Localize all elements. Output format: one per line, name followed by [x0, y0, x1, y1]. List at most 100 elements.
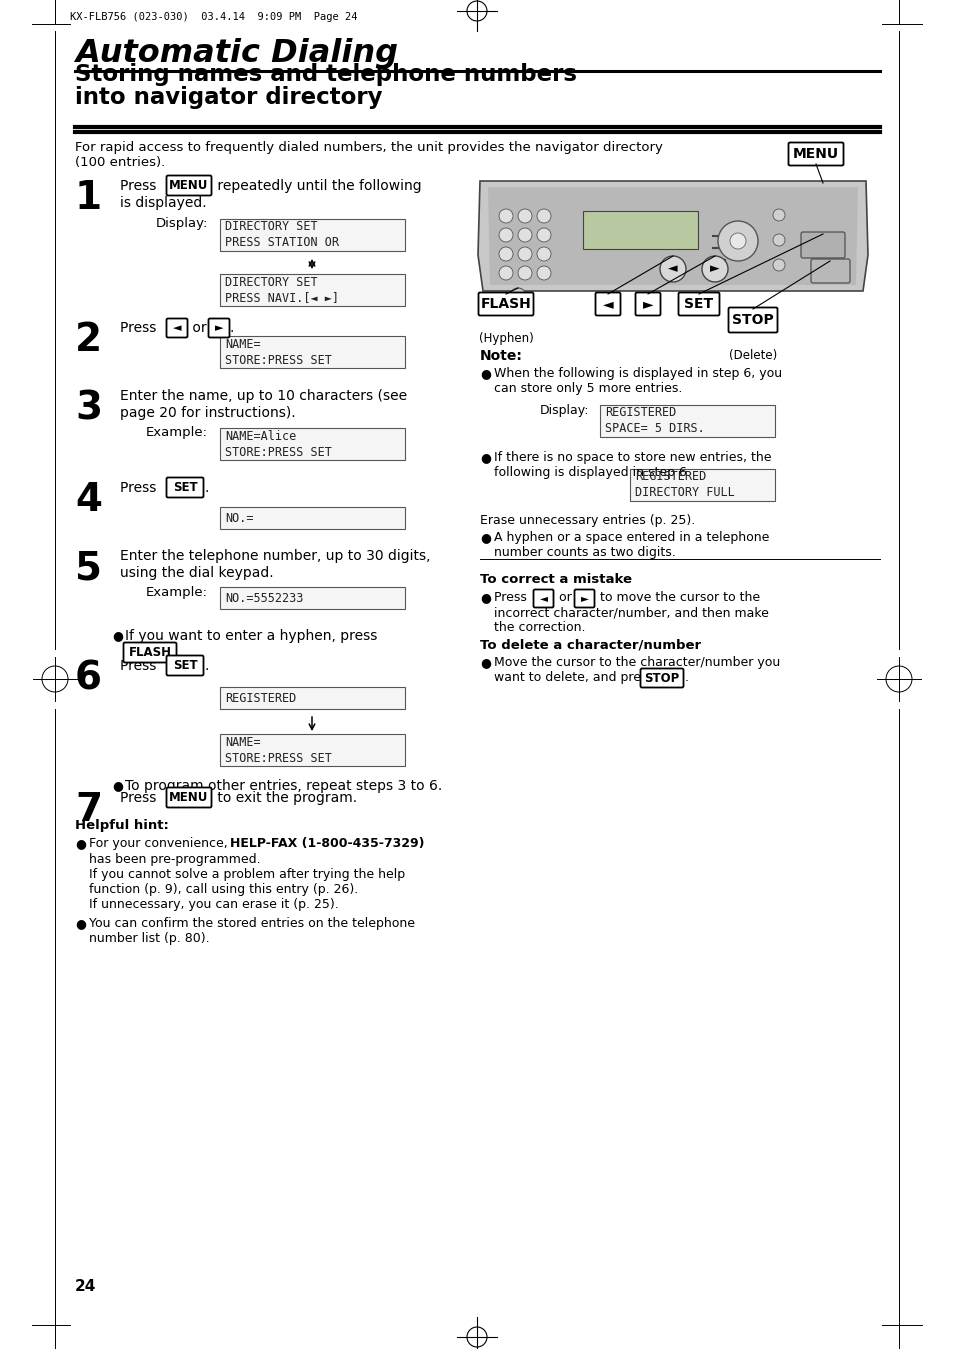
Text: NAME=: NAME=	[225, 337, 260, 351]
Text: 2: 2	[75, 321, 102, 359]
Text: number counts as two digits.: number counts as two digits.	[494, 546, 675, 558]
Text: Automatic Dialing: Automatic Dialing	[75, 38, 397, 69]
Text: ◄: ◄	[172, 322, 181, 333]
Circle shape	[510, 287, 525, 304]
Text: PRESS STATION OR: PRESS STATION OR	[225, 236, 338, 250]
Text: MENU: MENU	[169, 791, 209, 804]
FancyBboxPatch shape	[595, 293, 619, 316]
Text: DIRECTORY SET: DIRECTORY SET	[225, 220, 317, 233]
Text: Press: Press	[494, 591, 530, 604]
Text: (Hyphen): (Hyphen)	[478, 332, 533, 345]
Text: is displayed.: is displayed.	[120, 196, 207, 210]
Text: .: .	[205, 660, 209, 673]
Text: Example:: Example:	[146, 585, 208, 599]
Text: 5: 5	[75, 549, 102, 587]
FancyBboxPatch shape	[167, 318, 188, 337]
Text: or: or	[188, 321, 211, 335]
Text: Helpful hint:: Helpful hint:	[75, 819, 169, 832]
Circle shape	[537, 228, 551, 241]
Text: SET: SET	[172, 482, 197, 494]
Text: Press: Press	[120, 179, 161, 193]
Text: .: .	[178, 649, 182, 662]
Text: To delete a character/number: To delete a character/number	[479, 638, 700, 652]
Circle shape	[498, 228, 513, 241]
Circle shape	[772, 259, 784, 271]
Circle shape	[772, 233, 784, 246]
FancyBboxPatch shape	[533, 590, 553, 607]
Text: FLASH: FLASH	[480, 297, 531, 312]
Text: STORE:PRESS SET: STORE:PRESS SET	[225, 445, 332, 459]
FancyBboxPatch shape	[220, 507, 405, 529]
Text: 1: 1	[75, 179, 102, 217]
Text: Enter the telephone number, up to 30 digits,: Enter the telephone number, up to 30 dig…	[120, 549, 430, 563]
Text: incorrect character/number, and then make: incorrect character/number, and then mak…	[494, 606, 768, 619]
Text: .: .	[205, 482, 209, 495]
Text: ◄: ◄	[667, 263, 677, 275]
Text: STOP: STOP	[731, 313, 773, 326]
Text: Display:: Display:	[155, 217, 208, 229]
Text: You can confirm the stored entries on the telephone: You can confirm the stored entries on th…	[89, 917, 415, 929]
Text: ►: ►	[214, 322, 223, 333]
FancyBboxPatch shape	[167, 788, 212, 808]
FancyBboxPatch shape	[788, 143, 842, 166]
Text: want to delete, and press: want to delete, and press	[494, 670, 658, 684]
Text: (100 entries).: (100 entries).	[75, 156, 165, 169]
Circle shape	[498, 247, 513, 260]
Text: (Delete): (Delete)	[728, 349, 777, 362]
Circle shape	[517, 228, 532, 241]
Text: ●: ●	[75, 836, 86, 850]
Text: Display:: Display:	[539, 403, 589, 417]
Text: A hyphen or a space entered in a telephone: A hyphen or a space entered in a telepho…	[494, 532, 768, 544]
Text: or: or	[555, 591, 576, 604]
Polygon shape	[477, 181, 867, 291]
Text: Storing names and telephone numbers: Storing names and telephone numbers	[75, 63, 577, 86]
Text: ►: ►	[709, 263, 720, 275]
Text: To program other entries, repeat steps 3 to 6.: To program other entries, repeat steps 3…	[125, 778, 442, 793]
FancyBboxPatch shape	[123, 642, 176, 662]
Text: Press: Press	[120, 791, 161, 805]
Text: DIRECTORY SET: DIRECTORY SET	[225, 275, 317, 289]
Text: 4: 4	[75, 482, 102, 519]
Text: 24: 24	[75, 1279, 96, 1294]
Text: ●: ●	[479, 367, 491, 380]
Text: For your convenience,: For your convenience,	[89, 836, 232, 850]
Text: HELP-FAX (1-800-435-7329): HELP-FAX (1-800-435-7329)	[230, 836, 424, 850]
Text: SET: SET	[683, 297, 713, 312]
Text: KX-FLB756 (023-030)  03.4.14  9:09 PM  Page 24: KX-FLB756 (023-030) 03.4.14 9:09 PM Page…	[70, 12, 357, 22]
FancyBboxPatch shape	[220, 219, 405, 251]
Text: NO.=5552233: NO.=5552233	[225, 591, 303, 604]
Text: 3: 3	[75, 389, 102, 428]
Text: If unnecessary, you can erase it (p. 25).: If unnecessary, you can erase it (p. 25)…	[89, 898, 338, 911]
FancyBboxPatch shape	[220, 336, 405, 368]
Circle shape	[537, 247, 551, 260]
Text: MENU: MENU	[792, 147, 839, 161]
FancyBboxPatch shape	[582, 210, 698, 250]
Text: STOP: STOP	[643, 672, 679, 684]
Circle shape	[729, 233, 745, 250]
Circle shape	[701, 256, 727, 282]
Text: .: .	[684, 670, 688, 684]
Text: ►: ►	[579, 594, 588, 603]
Text: DIRECTORY FULL: DIRECTORY FULL	[635, 487, 734, 499]
Text: Press: Press	[120, 482, 161, 495]
Text: SET: SET	[172, 660, 197, 672]
Text: ◄: ◄	[539, 594, 547, 603]
FancyBboxPatch shape	[209, 318, 230, 337]
Text: ●: ●	[112, 778, 123, 792]
Text: FLASH: FLASH	[129, 646, 172, 660]
FancyBboxPatch shape	[801, 232, 844, 258]
Text: If you cannot solve a problem after trying the help: If you cannot solve a problem after tryi…	[89, 867, 405, 881]
Text: Note:: Note:	[479, 349, 522, 363]
FancyBboxPatch shape	[220, 274, 405, 306]
Text: If you want to enter a hyphen, press: If you want to enter a hyphen, press	[125, 629, 377, 643]
Circle shape	[517, 209, 532, 223]
Text: ●: ●	[479, 451, 491, 464]
FancyBboxPatch shape	[167, 656, 203, 676]
Text: 6: 6	[75, 660, 102, 697]
Circle shape	[659, 256, 685, 282]
Text: to exit the program.: to exit the program.	[213, 791, 356, 805]
Text: When the following is displayed in step 6, you: When the following is displayed in step …	[494, 367, 781, 380]
FancyBboxPatch shape	[639, 669, 682, 688]
FancyBboxPatch shape	[220, 734, 405, 766]
Text: following is displayed in step 6.: following is displayed in step 6.	[494, 465, 690, 479]
